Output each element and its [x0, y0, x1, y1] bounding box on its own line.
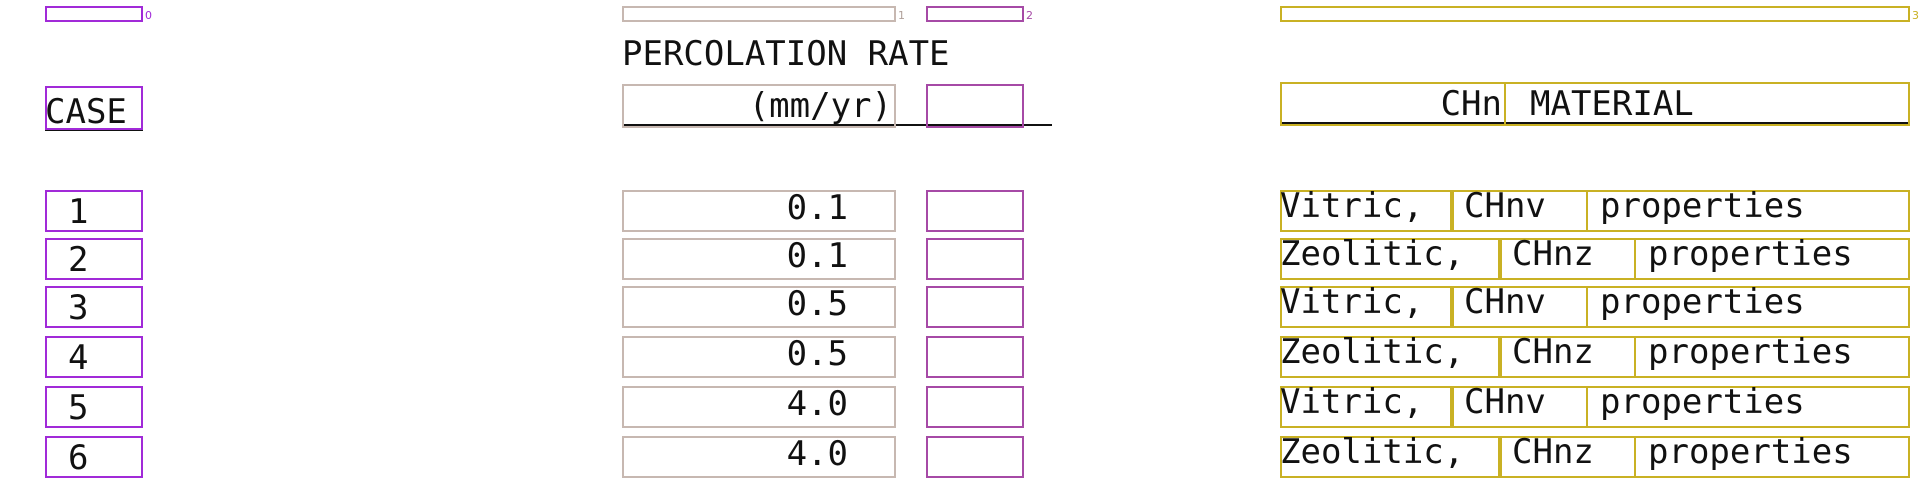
material-chn-box	[1500, 238, 1636, 280]
header-chn: CHn	[1440, 84, 1502, 124]
rate-box	[926, 190, 1024, 232]
rate-box	[926, 286, 1024, 328]
percolation-box	[622, 386, 896, 428]
percolation-box-header	[622, 84, 896, 128]
case-box-header	[45, 86, 143, 130]
case-box	[45, 190, 143, 232]
material-type: Zeolitic,	[1280, 234, 1465, 274]
material-properties: properties	[1600, 382, 1805, 422]
material-type-box	[1280, 386, 1452, 428]
material-properties: properties	[1648, 432, 1853, 472]
material-type: Vitric,	[1280, 382, 1424, 422]
material-properties: properties	[1648, 234, 1853, 274]
header-percolation-rate: PERCOLATION RATE	[622, 34, 950, 74]
percolation-value: 0.1	[786, 188, 848, 228]
header-case: CASE	[45, 92, 127, 132]
material-chn-box	[1500, 336, 1636, 378]
rate-box-top	[926, 6, 1024, 22]
material-chn: CHnz	[1512, 432, 1594, 472]
header-material: MATERIAL	[1530, 84, 1694, 124]
material-type: Zeolitic,	[1280, 432, 1465, 472]
case-value: 6	[68, 438, 89, 478]
material-box-header-chn	[1280, 82, 1506, 126]
case-box-top	[45, 6, 143, 22]
material-type: Zeolitic,	[1280, 332, 1465, 372]
percolation-box	[622, 238, 896, 280]
percolation-value: 4.0	[786, 434, 848, 474]
case-value: 4	[68, 338, 89, 378]
material-type-box	[1280, 436, 1500, 478]
material-chn: CHnz	[1512, 234, 1594, 274]
percolation-box-top	[622, 6, 896, 22]
material-chn: CHnv	[1464, 186, 1546, 226]
case-box	[45, 238, 143, 280]
material-chn-box	[1500, 436, 1636, 478]
case-box	[45, 386, 143, 428]
header-units: (mm/yr)	[748, 86, 892, 126]
case-value: 5	[68, 388, 89, 428]
percolation-value: 0.1	[786, 236, 848, 276]
material-chn: CHnv	[1464, 282, 1546, 322]
percolation-box	[622, 190, 896, 232]
percolation-value: 4.0	[786, 384, 848, 424]
rate-index-top: 2	[1026, 9, 1033, 22]
header-case-underline	[45, 129, 143, 131]
material-chn-box	[1452, 286, 1588, 328]
rate-box	[926, 436, 1024, 478]
material-properties: properties	[1600, 282, 1805, 322]
percolation-box	[622, 436, 896, 478]
case-index-top: 0	[145, 9, 152, 22]
material-type-box	[1280, 286, 1452, 328]
rate-box	[926, 386, 1024, 428]
header-material-underline	[1280, 122, 1910, 124]
case-box	[45, 286, 143, 328]
case-value: 1	[68, 192, 89, 232]
material-type-box	[1280, 238, 1500, 280]
material-chn-box	[1452, 386, 1588, 428]
percolation-value: 0.5	[786, 334, 848, 374]
material-type-box	[1280, 190, 1452, 232]
material-type: Vitric,	[1280, 282, 1424, 322]
material-type-box	[1280, 336, 1500, 378]
case-value: 2	[68, 240, 89, 280]
percolation-box	[622, 336, 896, 378]
material-box-top	[1280, 6, 1910, 22]
material-type: Vitric,	[1280, 186, 1424, 226]
case-value: 3	[68, 288, 89, 328]
rate-box	[926, 336, 1024, 378]
material-properties: properties	[1648, 332, 1853, 372]
material-properties: properties	[1600, 186, 1805, 226]
percolation-box	[622, 286, 896, 328]
rate-box	[926, 238, 1024, 280]
case-box	[45, 336, 143, 378]
case-box	[45, 436, 143, 478]
mat-index-top: 3	[1912, 9, 1919, 22]
material-chn: CHnv	[1464, 382, 1546, 422]
material-chn-box	[1452, 190, 1588, 232]
perc-index-top: 1	[898, 9, 905, 22]
header-percolation-underline	[622, 124, 1052, 126]
percolation-value: 0.5	[786, 284, 848, 324]
rate-box-header	[926, 84, 1024, 128]
material-chn: CHnz	[1512, 332, 1594, 372]
